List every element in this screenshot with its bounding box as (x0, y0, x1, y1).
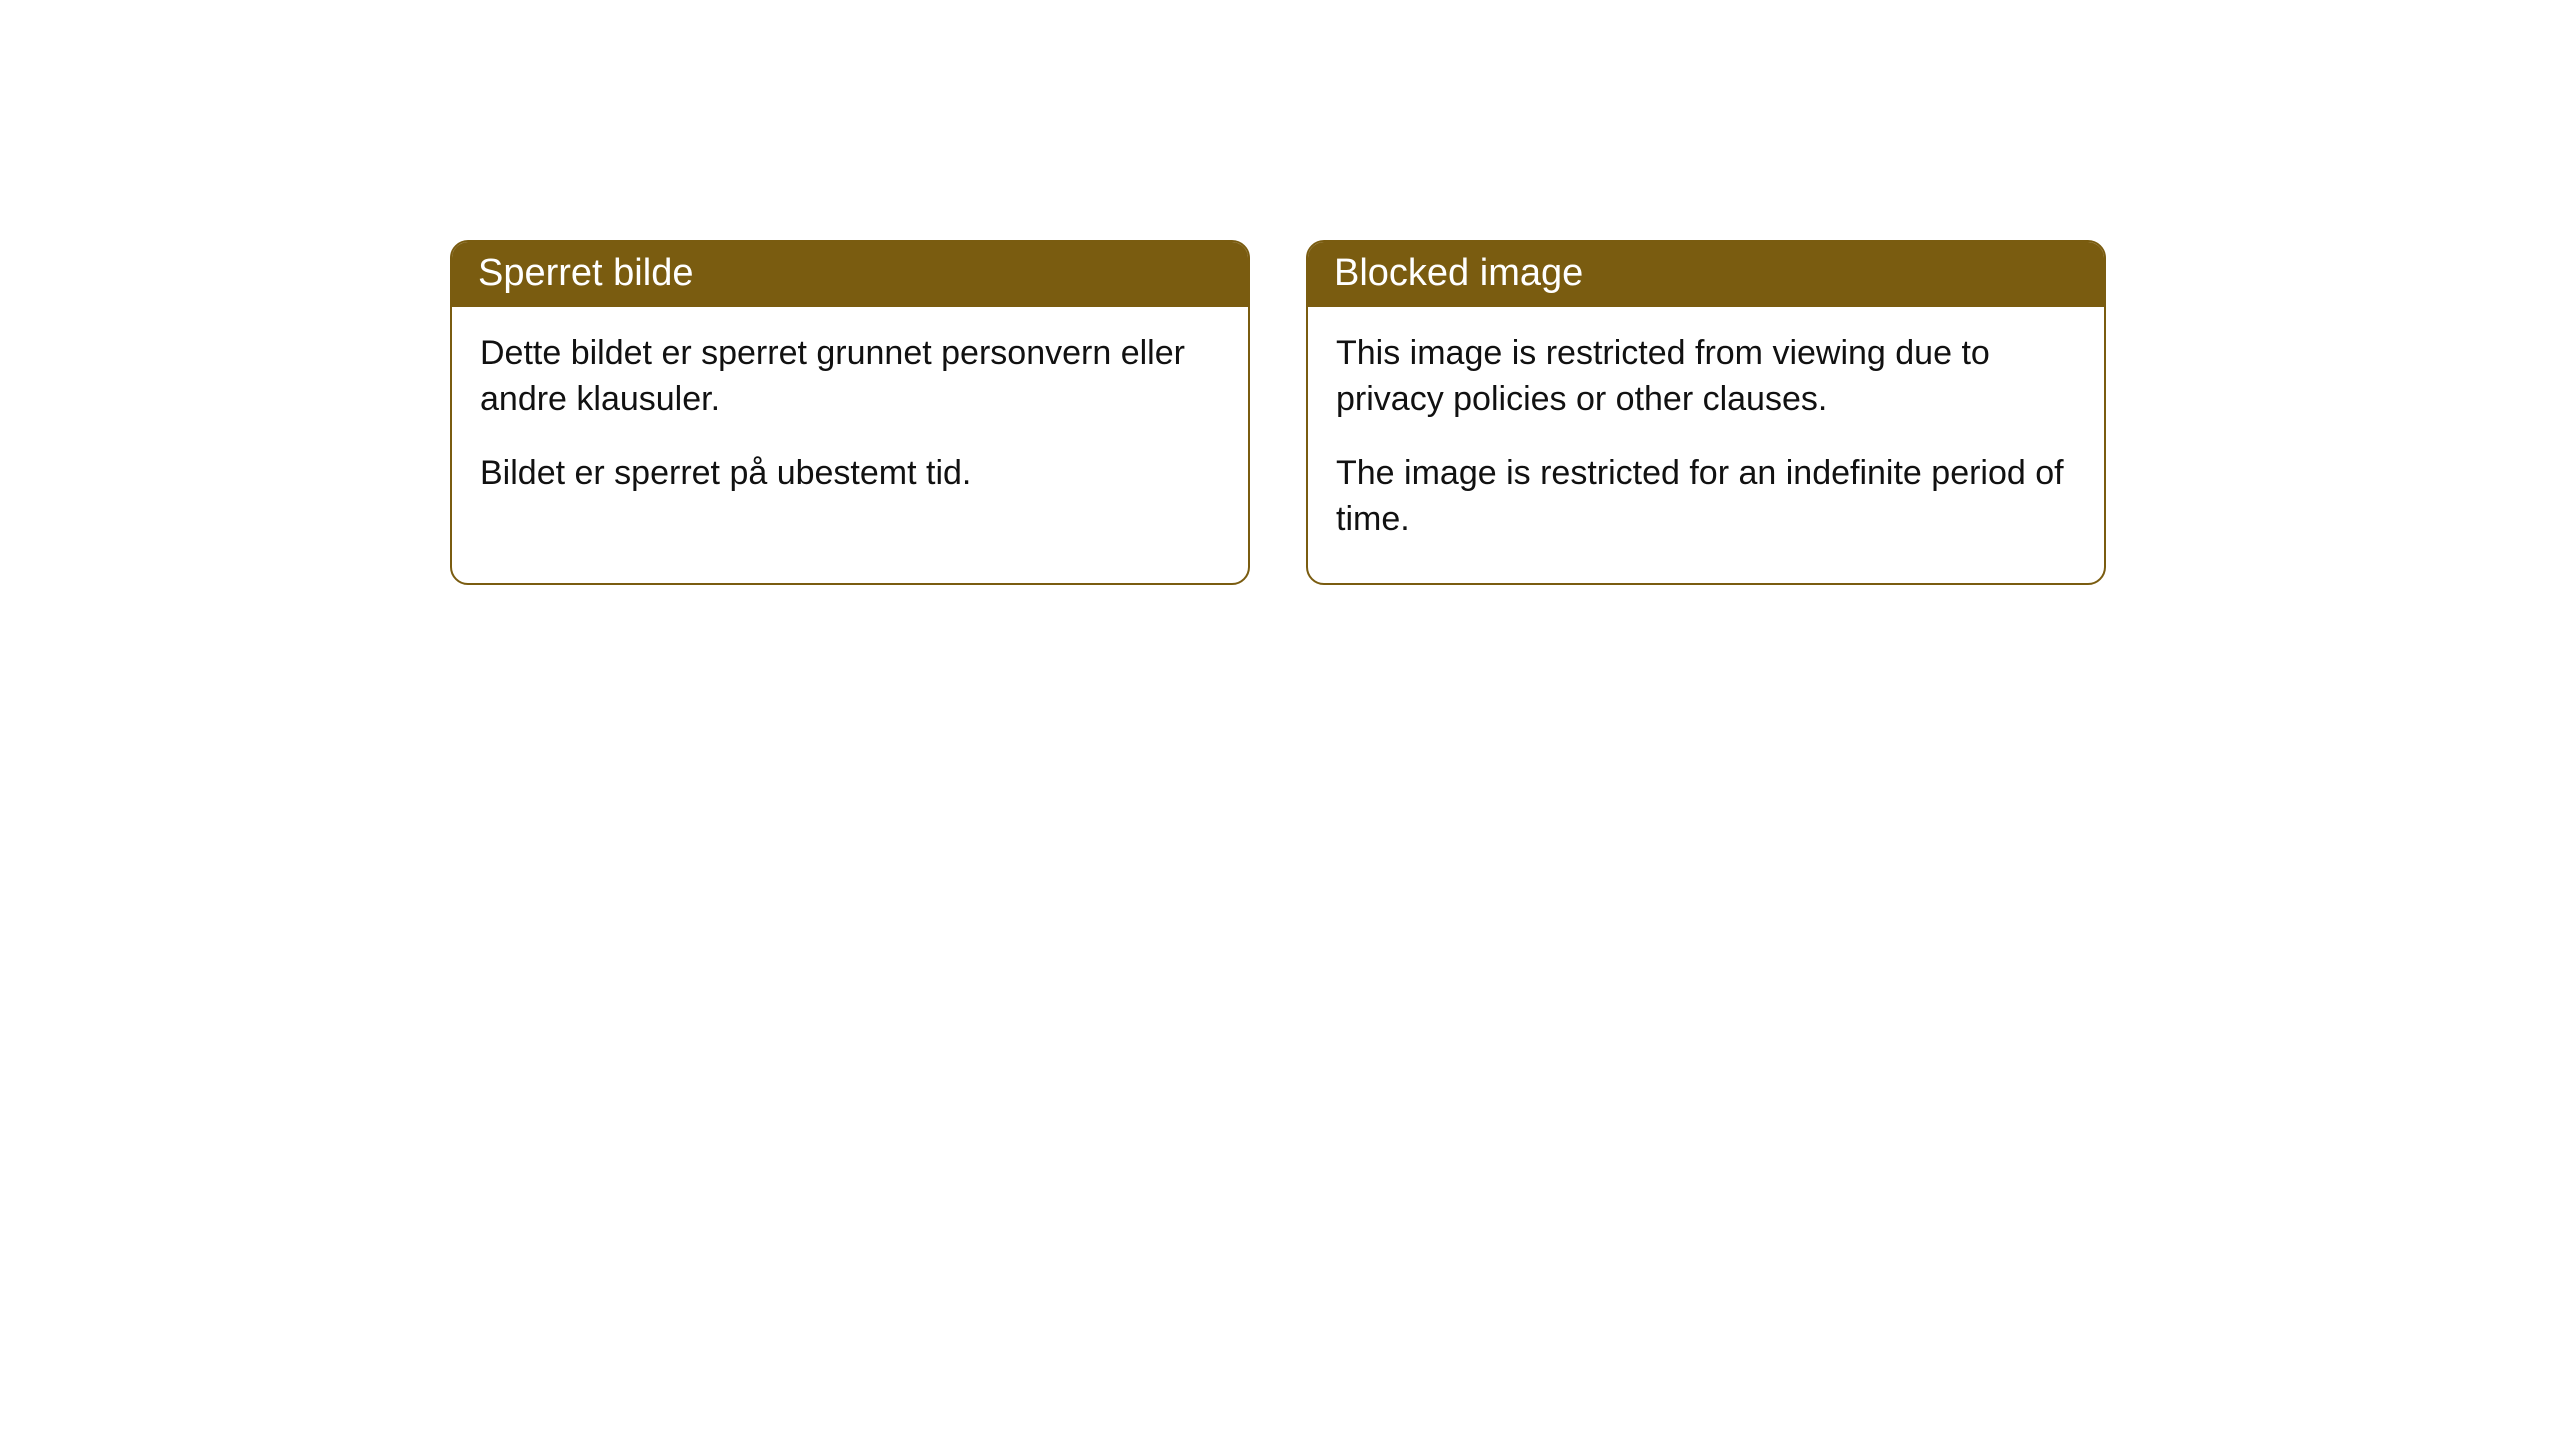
notice-card-english: Blocked image This image is restricted f… (1306, 240, 2106, 585)
card-body: Dette bildet er sperret grunnet personve… (452, 307, 1248, 537)
card-header: Sperret bilde (452, 242, 1248, 307)
card-paragraph: The image is restricted for an indefinit… (1336, 451, 2076, 543)
card-header: Blocked image (1308, 242, 2104, 307)
card-paragraph: Bildet er sperret på ubestemt tid. (480, 451, 1220, 497)
card-paragraph: This image is restricted from viewing du… (1336, 331, 2076, 423)
card-paragraph: Dette bildet er sperret grunnet personve… (480, 331, 1220, 423)
card-body: This image is restricted from viewing du… (1308, 307, 2104, 583)
notice-card-norwegian: Sperret bilde Dette bildet er sperret gr… (450, 240, 1250, 585)
notice-cards-container: Sperret bilde Dette bildet er sperret gr… (450, 240, 2560, 585)
